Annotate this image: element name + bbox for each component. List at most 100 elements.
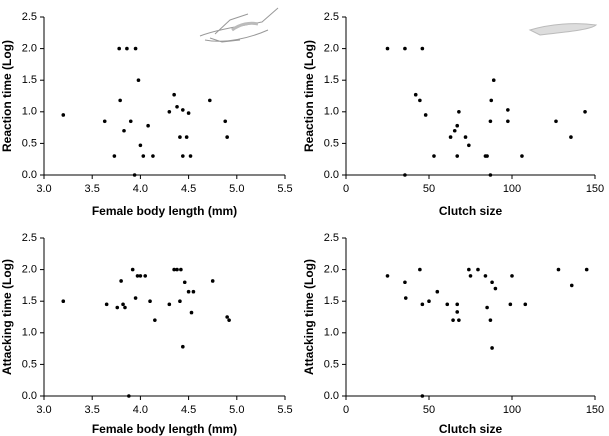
point bbox=[452, 128, 457, 133]
x-tick-label: 100 bbox=[503, 404, 521, 416]
point bbox=[167, 110, 172, 114]
point bbox=[138, 274, 143, 278]
point bbox=[476, 267, 480, 272]
point bbox=[184, 135, 189, 139]
point bbox=[141, 154, 146, 158]
point bbox=[102, 119, 107, 124]
point bbox=[181, 154, 185, 158]
point bbox=[143, 274, 148, 278]
point bbox=[179, 267, 183, 272]
insect-illustration bbox=[199, 7, 279, 43]
x-tick-label: 4.0 bbox=[133, 183, 148, 195]
point bbox=[455, 154, 460, 158]
point bbox=[61, 299, 66, 304]
point bbox=[132, 173, 137, 177]
point bbox=[432, 154, 436, 158]
point bbox=[119, 279, 123, 283]
y-tick-label: 2.5 bbox=[324, 11, 339, 23]
point bbox=[584, 267, 589, 272]
point bbox=[403, 296, 408, 300]
point bbox=[181, 108, 185, 112]
point bbox=[490, 280, 494, 285]
point bbox=[130, 267, 135, 272]
point bbox=[485, 154, 489, 158]
point bbox=[488, 318, 493, 322]
y-tick-label: 1.0 bbox=[324, 106, 339, 118]
point bbox=[223, 119, 228, 124]
point bbox=[385, 274, 390, 278]
y-tick-label: 0.5 bbox=[22, 358, 37, 370]
point bbox=[403, 280, 407, 285]
point bbox=[191, 289, 196, 294]
point bbox=[420, 394, 425, 398]
y-tick-label: 2.0 bbox=[22, 43, 37, 55]
point bbox=[153, 318, 157, 322]
y-tick-label: 2.0 bbox=[22, 264, 37, 276]
y-tick-label: 2.5 bbox=[22, 11, 37, 23]
point bbox=[125, 46, 129, 51]
x-tick-label: 100 bbox=[503, 183, 521, 195]
point bbox=[418, 98, 422, 103]
point bbox=[423, 113, 428, 117]
point bbox=[208, 98, 212, 103]
point bbox=[455, 310, 460, 314]
point bbox=[188, 154, 193, 158]
x-axis-label: Clutch size bbox=[439, 422, 503, 436]
point bbox=[189, 310, 194, 315]
point bbox=[457, 110, 461, 114]
point bbox=[413, 92, 418, 97]
x-tick-label: 50 bbox=[423, 404, 435, 416]
point bbox=[135, 274, 140, 278]
point bbox=[225, 135, 229, 139]
x-tick-label: 3.5 bbox=[85, 404, 100, 416]
point bbox=[186, 289, 191, 294]
point bbox=[210, 279, 215, 283]
x-tick-label: 5.5 bbox=[277, 404, 292, 416]
x-tick-label: 3.0 bbox=[36, 404, 51, 416]
y-tick-label: 0.0 bbox=[22, 390, 37, 402]
y-tick-label: 1.5 bbox=[22, 74, 37, 86]
point bbox=[151, 154, 155, 158]
x-tick-label: 4.0 bbox=[133, 404, 148, 416]
x-tick-label: 3.0 bbox=[36, 183, 51, 195]
y-tick-label: 1.5 bbox=[324, 295, 339, 307]
larva-illustration bbox=[528, 23, 598, 36]
point bbox=[121, 302, 125, 307]
point bbox=[127, 394, 131, 398]
point bbox=[172, 267, 176, 272]
point bbox=[483, 274, 488, 278]
y-tick-label: 0.5 bbox=[22, 137, 37, 149]
y-tick-label: 2.0 bbox=[324, 43, 339, 55]
point bbox=[148, 299, 152, 304]
y-axis-label: Attacking time (Log) bbox=[302, 259, 316, 375]
point bbox=[508, 302, 513, 307]
y-tick-label: 1.5 bbox=[324, 74, 339, 86]
point bbox=[467, 143, 471, 148]
x-axis-label: Female body length (mm) bbox=[92, 422, 237, 436]
point bbox=[569, 283, 574, 288]
point bbox=[167, 302, 172, 307]
point bbox=[181, 344, 185, 349]
y-tick-label: 2.0 bbox=[324, 264, 339, 276]
point bbox=[448, 135, 453, 139]
point bbox=[491, 78, 496, 82]
point bbox=[493, 286, 498, 291]
point bbox=[420, 302, 425, 307]
y-axis-label: Reaction time (Log) bbox=[0, 40, 14, 152]
x-tick-label: 0 bbox=[343, 404, 349, 416]
point bbox=[583, 110, 587, 114]
point bbox=[463, 135, 468, 139]
y-tick-label: 0.5 bbox=[324, 358, 339, 370]
x-axis-label: Female body length (mm) bbox=[92, 204, 237, 218]
point bbox=[506, 119, 510, 124]
point bbox=[489, 98, 494, 103]
point bbox=[112, 154, 117, 158]
point bbox=[510, 274, 514, 278]
point bbox=[403, 173, 407, 177]
point bbox=[133, 296, 138, 300]
point bbox=[488, 173, 493, 177]
x-tick-label: 5.0 bbox=[229, 183, 244, 195]
y-tick-label: 0.0 bbox=[22, 169, 37, 181]
x-tick-label: 150 bbox=[586, 404, 604, 416]
